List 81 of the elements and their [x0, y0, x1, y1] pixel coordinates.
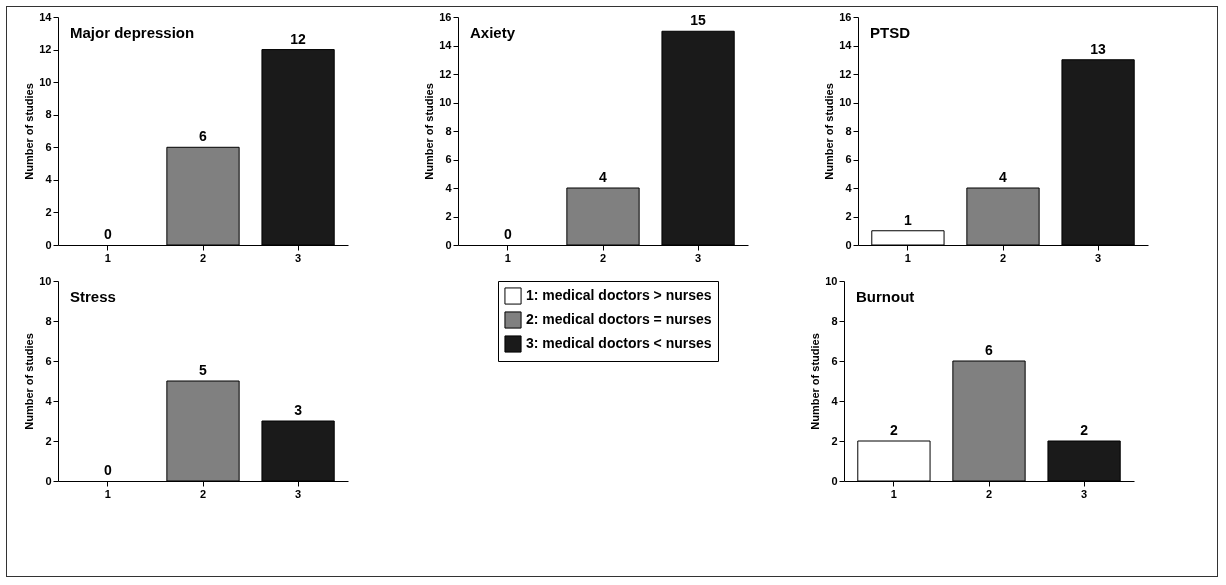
y-axis-title: Number of studies: [423, 83, 436, 180]
x-tick-label: 3: [695, 251, 702, 264]
data-label: 6: [985, 342, 994, 358]
data-label: 13: [1090, 40, 1107, 57]
y-axis-title: Number of studies: [23, 83, 36, 180]
y-tick-label: 14: [439, 39, 453, 51]
x-tick-label: 2: [199, 251, 207, 264]
y-tick-label: 8: [845, 124, 852, 137]
y-tick-label: 4: [445, 181, 453, 194]
data-label: 3: [294, 402, 303, 418]
y-tick-label: 10: [39, 75, 52, 88]
x-tick-label: 3: [1095, 251, 1102, 264]
y-tick-label: 16: [839, 10, 852, 23]
y-tick-label: 16: [439, 10, 452, 23]
y-tick-label: 6: [45, 354, 52, 367]
x-tick-label: 3: [295, 487, 302, 500]
x-tick-label: 2: [985, 487, 993, 500]
chart-title: PTSD: [870, 24, 911, 41]
y-tick-label: 0: [445, 238, 452, 251]
y-tick-label: 0: [831, 474, 838, 487]
data-label: 1: [904, 211, 913, 228]
x-tick-label: 1: [104, 487, 111, 500]
y-tick-label: 2: [845, 210, 852, 222]
y-tick-label: 2: [831, 434, 838, 447]
legend-label: 3: medical doctors < nurses: [526, 335, 712, 351]
y-tick-label: 6: [845, 153, 852, 165]
data-label: 5: [199, 362, 208, 378]
data-label: 2: [890, 422, 899, 438]
y-tick-label: 8: [831, 314, 838, 327]
x-tick-label: 3: [1081, 487, 1088, 500]
data-label: 0: [104, 462, 113, 478]
data-label: 0: [104, 226, 113, 242]
chart-title: Major depression: [70, 24, 195, 41]
data-label: 4: [599, 169, 608, 185]
y-tick-label: 10: [439, 96, 452, 108]
y-tick-label: 10: [39, 274, 52, 287]
y-tick-label: 12: [439, 67, 452, 80]
y-axis-title: Number of studies: [823, 83, 836, 180]
y-tick-label: 4: [845, 181, 853, 194]
y-tick-label: 4: [831, 394, 839, 407]
y-tick-label: 4: [45, 173, 53, 186]
y-axis-title: Number of studies: [809, 333, 822, 430]
data-label: 0: [504, 226, 513, 242]
y-tick-label: 2: [45, 434, 52, 447]
y-axis-title: Number of studies: [23, 333, 36, 430]
data-label: 6: [199, 128, 208, 145]
y-tick-label: 10: [825, 274, 838, 287]
chart-title: Stress: [70, 288, 116, 305]
x-tick-label: 1: [904, 251, 911, 264]
y-tick-label: 8: [45, 314, 52, 327]
chart-title: Axiety: [470, 24, 516, 41]
y-tick-label: 6: [445, 153, 452, 165]
y-tick-label: 8: [445, 124, 452, 137]
y-tick-label: 0: [45, 238, 52, 251]
legend-label: 2: medical doctors = nurses: [526, 311, 712, 327]
y-tick-label: 2: [45, 205, 52, 218]
y-tick-label: 2: [445, 210, 452, 222]
y-tick-label: 0: [845, 238, 852, 251]
y-tick-label: 10: [839, 96, 852, 108]
data-label: 15: [690, 12, 707, 29]
x-tick-label: 2: [999, 251, 1007, 264]
y-tick-label: 14: [39, 10, 53, 23]
y-tick-label: 8: [45, 108, 52, 121]
data-label: 12: [290, 30, 307, 47]
x-tick-label: 2: [199, 487, 207, 500]
x-tick-label: 3: [295, 251, 302, 264]
x-tick-label: 1: [890, 487, 897, 500]
y-tick-label: 6: [831, 354, 838, 367]
y-tick-label: 12: [839, 67, 852, 80]
x-tick-label: 1: [504, 251, 511, 264]
y-tick-label: 6: [45, 140, 52, 153]
y-tick-label: 12: [39, 43, 52, 56]
y-tick-label: 14: [839, 39, 853, 51]
data-label: 2: [1080, 422, 1089, 438]
x-tick-label: 2: [599, 251, 607, 264]
data-label: 4: [999, 169, 1008, 185]
x-tick-label: 1: [104, 251, 111, 264]
legend-label: 1: medical doctors > nurses: [526, 287, 712, 303]
chart-title: Burnout: [856, 288, 915, 305]
y-tick-label: 0: [45, 474, 52, 487]
y-tick-label: 4: [45, 394, 53, 407]
